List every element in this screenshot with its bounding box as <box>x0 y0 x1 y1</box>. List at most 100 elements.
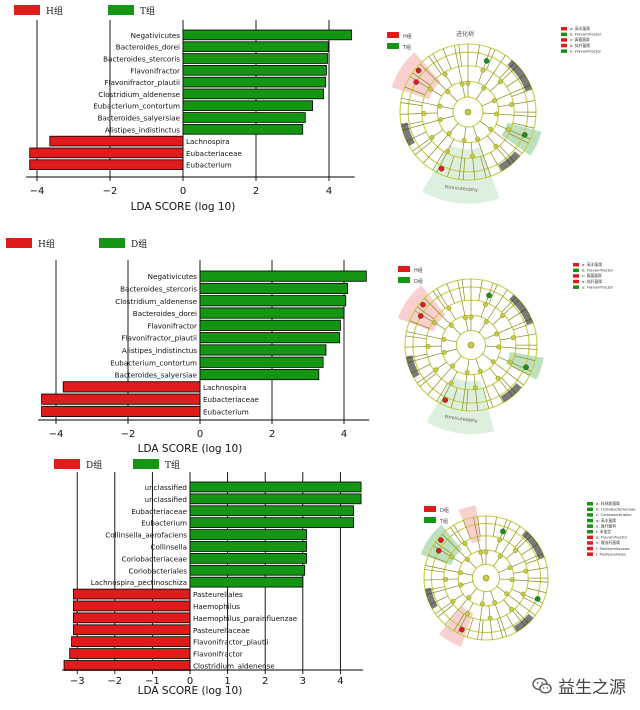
clad-node <box>481 86 485 90</box>
x-tick-label-4: 2 <box>253 186 259 197</box>
clad-key-label-3: c: 真菌菌群 <box>570 37 590 42</box>
clad-key-label-1: a: 高丰菌属 <box>582 262 602 267</box>
clad-key-swatch-1 <box>587 502 593 506</box>
x-tick-label-6: 2 <box>262 676 268 687</box>
clad-node <box>475 137 479 141</box>
bar-label-7: Eubacterium_contortum <box>93 102 180 111</box>
bar-6 <box>190 542 307 552</box>
clad-node <box>451 364 455 368</box>
clad-node <box>438 117 442 121</box>
clad-dense-sector-1 <box>522 531 544 559</box>
clad-key-label-10: j: Pasteurellales <box>595 551 626 556</box>
bar-7 <box>190 553 307 563</box>
clad-node <box>484 320 488 324</box>
clad-node <box>496 345 500 349</box>
x-axis-label: LDA SCORE (log 10) <box>138 443 243 455</box>
clad-branch <box>513 568 547 574</box>
clad-highlight-node-4 <box>500 529 505 534</box>
legend-swatch-2 <box>133 459 159 469</box>
clad-node <box>498 80 502 84</box>
x-tick-label-1: −3 <box>70 676 85 687</box>
clad-key-swatch-6 <box>587 530 593 534</box>
bar-label-3: Eubacteriaceae <box>131 507 187 516</box>
clad-legend-swatch-1 <box>387 32 399 38</box>
clad-legend-swatch-2 <box>387 43 399 49</box>
clad-key-label-6: f: 未鉴定 <box>596 529 611 534</box>
clad-branch <box>491 152 502 171</box>
bar-label-6: Clostridium_aldenense <box>98 90 180 99</box>
clad-highlight-node-1 <box>418 313 423 318</box>
clad-node <box>430 135 434 139</box>
clad-highlight-node-5 <box>443 397 448 402</box>
bar-label-14: Flavonifractor_plautii <box>193 638 269 647</box>
clad-branch <box>489 606 492 640</box>
bar-16 <box>64 661 190 671</box>
clad-node <box>508 565 512 569</box>
clad-wedge-red-1 <box>392 52 441 99</box>
clad-node <box>426 344 430 348</box>
wechat-icon <box>532 677 552 695</box>
x-axis-label: LDA SCORE (log 10) <box>138 685 243 697</box>
bar-13 <box>73 625 190 635</box>
clad-title: 进化树 <box>456 30 474 38</box>
legend-label-1: D组 <box>86 459 102 471</box>
clad-key-label-5: e: Flavonifractor <box>570 48 602 53</box>
clad-root-node <box>483 575 489 581</box>
bar-2 <box>183 42 328 52</box>
clad-node <box>428 87 432 91</box>
clad-branch <box>482 85 531 106</box>
bar-2 <box>200 283 348 293</box>
clad-node <box>463 541 467 545</box>
bar-4 <box>190 518 354 528</box>
clad-highlight-node-1 <box>414 79 419 84</box>
bar-15 <box>70 649 190 659</box>
clad-node <box>491 360 495 364</box>
watermark-text: 益生之源 <box>558 673 626 698</box>
clad-highlight-node-2 <box>416 68 421 73</box>
bar-8 <box>200 357 323 367</box>
clad-highlight-node-4 <box>484 58 489 63</box>
clad-highlight-node-4 <box>486 293 491 298</box>
bar-label-5: Collinsella_aerofaciens <box>105 531 187 540</box>
bar-3 <box>190 506 354 516</box>
bar-8 <box>183 113 305 123</box>
x-tick-label-1: −4 <box>30 186 45 197</box>
clad-key-swatch-3 <box>573 274 579 278</box>
clad-branch <box>447 284 455 304</box>
bar-12 <box>30 160 183 170</box>
bar-label-9: Alistipes_indistinctus <box>105 125 180 134</box>
bar-9 <box>183 124 303 134</box>
watermark: 益生之源 <box>532 673 626 698</box>
clad-node <box>465 370 469 374</box>
clad-node <box>434 368 438 372</box>
legend-swatch-2 <box>99 238 125 248</box>
x-tick-label-3: 0 <box>197 429 203 440</box>
bar-label-4: Eubacterium <box>141 519 187 528</box>
clad-node <box>488 616 492 620</box>
x-tick-label-5: 4 <box>341 429 347 440</box>
clad-branch <box>482 620 483 640</box>
clad-key-swatch-4 <box>587 519 593 523</box>
x-tick-label-7: 3 <box>300 676 306 687</box>
bar-label-12: Eubacterium <box>186 161 232 170</box>
bar-7 <box>183 101 313 111</box>
clad-node <box>445 149 449 153</box>
bar-label-4: Bacteroides_dorei <box>133 309 197 318</box>
x-tick-label-2: −2 <box>107 676 122 687</box>
bar-label-8: Coriobacteriales <box>129 566 188 575</box>
bar-10 <box>73 589 190 599</box>
bar-label-15: Flavonifractor <box>193 650 243 659</box>
bar-9 <box>200 369 319 379</box>
bar-4 <box>200 308 344 318</box>
x-tick-label-3: 0 <box>180 186 186 197</box>
bar-label-10: Lachnospira <box>203 383 247 392</box>
bar-label-1: Negativicutes <box>148 272 198 281</box>
clad-wedge-red-1 <box>398 285 446 331</box>
clad-branch <box>402 116 453 130</box>
clad-branch <box>401 103 423 106</box>
clad-node <box>458 571 462 575</box>
bar-label-7: Coriobacteriaceae <box>122 554 188 563</box>
bar-1 <box>190 482 361 492</box>
clad-branch <box>459 45 462 67</box>
clad-legend-label-2: D组 <box>414 278 423 285</box>
